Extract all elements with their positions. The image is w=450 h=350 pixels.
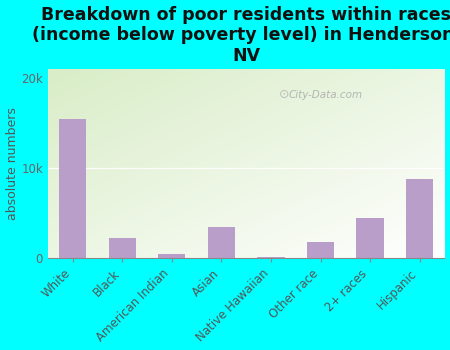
Bar: [257, 257, 284, 258]
Bar: [59, 119, 86, 258]
Bar: [208, 226, 235, 258]
Text: ⊙: ⊙: [279, 88, 289, 101]
Bar: [406, 179, 433, 258]
Bar: [158, 253, 185, 258]
Bar: [307, 242, 334, 258]
Title: Breakdown of poor residents within races
(income below poverty level) in Henders: Breakdown of poor residents within races…: [32, 6, 450, 65]
Bar: [108, 238, 136, 258]
Text: City-Data.com: City-Data.com: [288, 90, 363, 100]
Y-axis label: absolute numbers: absolute numbers: [5, 107, 18, 220]
Bar: [356, 218, 384, 258]
